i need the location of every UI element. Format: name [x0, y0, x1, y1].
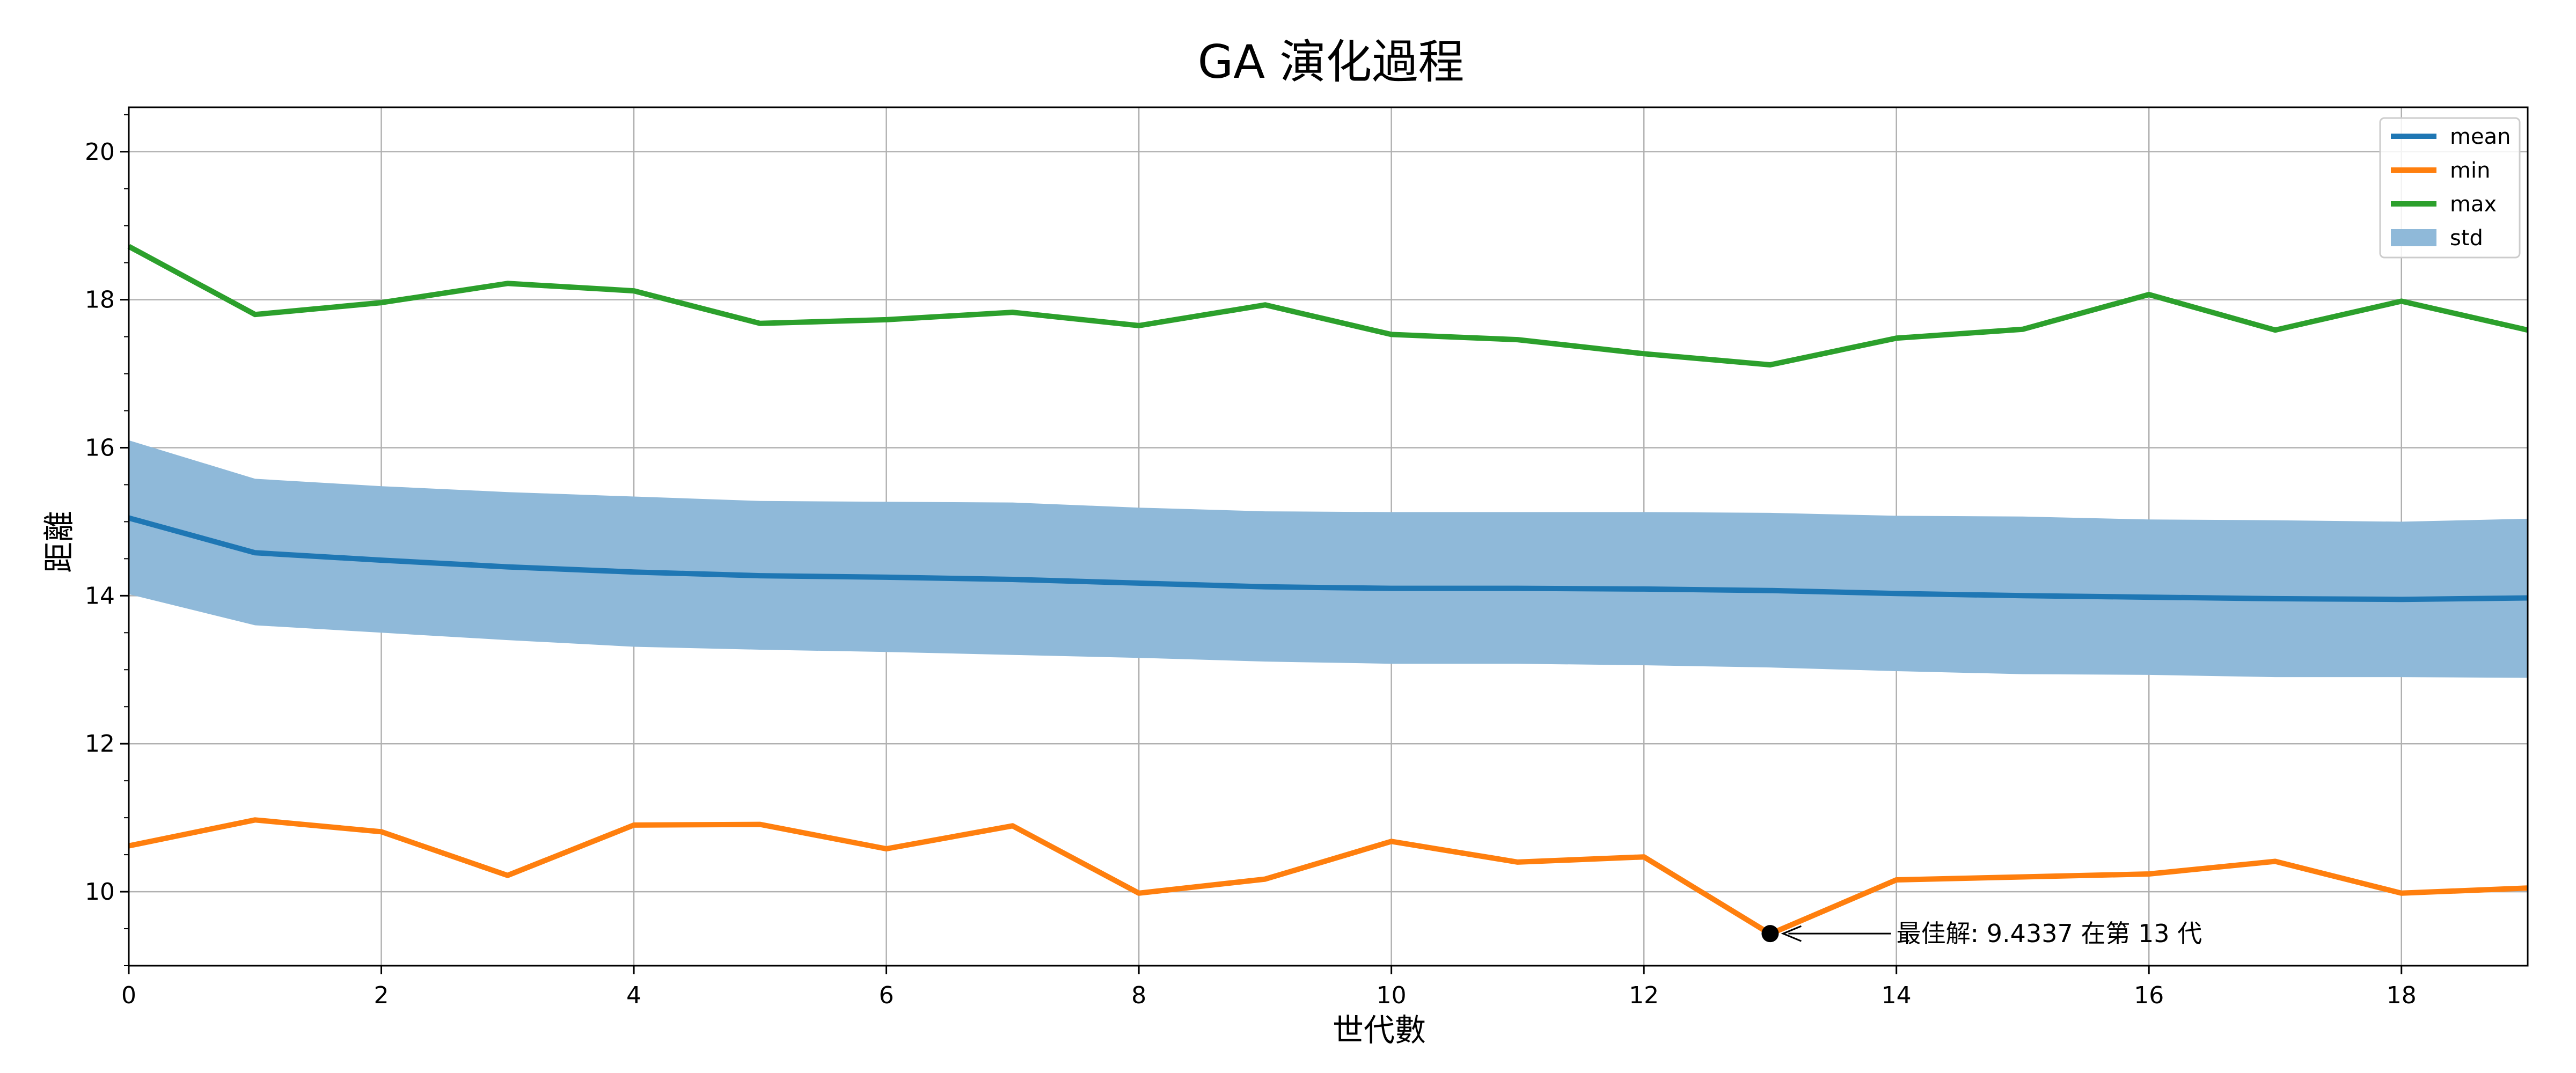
- x-tick-label: 0: [121, 982, 136, 1009]
- y-tick-label: 18: [85, 286, 115, 314]
- x-axis-label: 世代數: [1333, 1012, 1426, 1048]
- series-line-min: [128, 817, 2528, 937]
- std-band: [129, 440, 2528, 678]
- legend-box: [2379, 117, 2521, 259]
- series-line-max: [127, 244, 2529, 368]
- x-tick-label: 18: [2387, 982, 2417, 1009]
- x-tick-label: 16: [2134, 982, 2164, 1009]
- x-tick-label: 12: [1629, 982, 1659, 1009]
- y-tick-label: 14: [85, 582, 115, 609]
- x-tick-label: 8: [1131, 982, 1146, 1009]
- best-solution-annotation: 最佳解: 9.4337 在第 13 代: [1897, 919, 2202, 948]
- y-tick-label: 10: [85, 878, 115, 906]
- legend-label-min: min: [2450, 158, 2490, 183]
- y-axis-label: 距離: [41, 511, 77, 573]
- x-tick-label: 2: [374, 982, 389, 1009]
- annotation-arrowhead: [1781, 925, 1802, 942]
- axes-frame: [128, 106, 2529, 967]
- x-tick-label: 4: [626, 982, 641, 1009]
- series-line-mean: [128, 515, 2528, 602]
- legend: mean min max std: [2379, 117, 2521, 259]
- x-tick-label: 14: [1882, 982, 1912, 1009]
- x-tick-label: 6: [879, 982, 894, 1009]
- legend-label-std: std: [2450, 226, 2483, 251]
- legend-label-max: max: [2450, 192, 2497, 217]
- plot-area: 0 2 4 6 8 10 12 14 16 18 10 12 14 16 18 20 最佳解: 9.4337 在…: [85, 106, 2529, 1009]
- best-solution-marker: [1761, 925, 1779, 943]
- legend-swatch-std: [2391, 229, 2436, 246]
- y-tick-label: 20: [85, 138, 115, 166]
- y-tick-label: 12: [85, 730, 115, 758]
- x-tick-label: 10: [1377, 982, 1407, 1009]
- legend-label-mean: mean: [2450, 124, 2511, 149]
- y-tick-label: 16: [85, 434, 115, 461]
- chart-title: GA 演化過程: [1198, 35, 1465, 89]
